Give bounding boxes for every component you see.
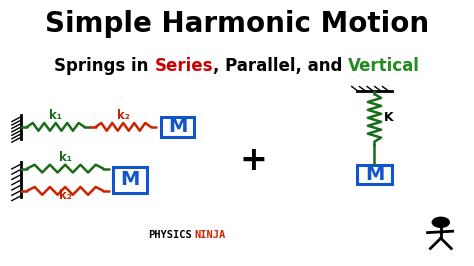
Text: NINJA: NINJA <box>194 230 226 240</box>
Text: k₂: k₂ <box>59 189 72 202</box>
Text: +: + <box>240 144 267 177</box>
Circle shape <box>432 217 449 227</box>
Text: Simple Harmonic Motion: Simple Harmonic Motion <box>45 10 429 38</box>
Text: M: M <box>121 170 140 189</box>
Text: Series: Series <box>155 57 213 75</box>
Text: k₁: k₁ <box>59 151 72 164</box>
Text: Vertical: Vertical <box>348 57 420 75</box>
Text: k₁: k₁ <box>49 109 62 122</box>
Text: K: K <box>384 111 393 124</box>
Bar <box>161 117 194 137</box>
Text: PHYSICS: PHYSICS <box>148 230 192 240</box>
Text: k₂: k₂ <box>117 109 130 122</box>
Text: , Parallel, and: , Parallel, and <box>213 57 348 75</box>
Bar <box>113 167 147 193</box>
Text: M: M <box>168 117 187 136</box>
Text: M: M <box>365 165 384 184</box>
Text: Springs in: Springs in <box>54 57 155 75</box>
Bar <box>357 165 392 184</box>
